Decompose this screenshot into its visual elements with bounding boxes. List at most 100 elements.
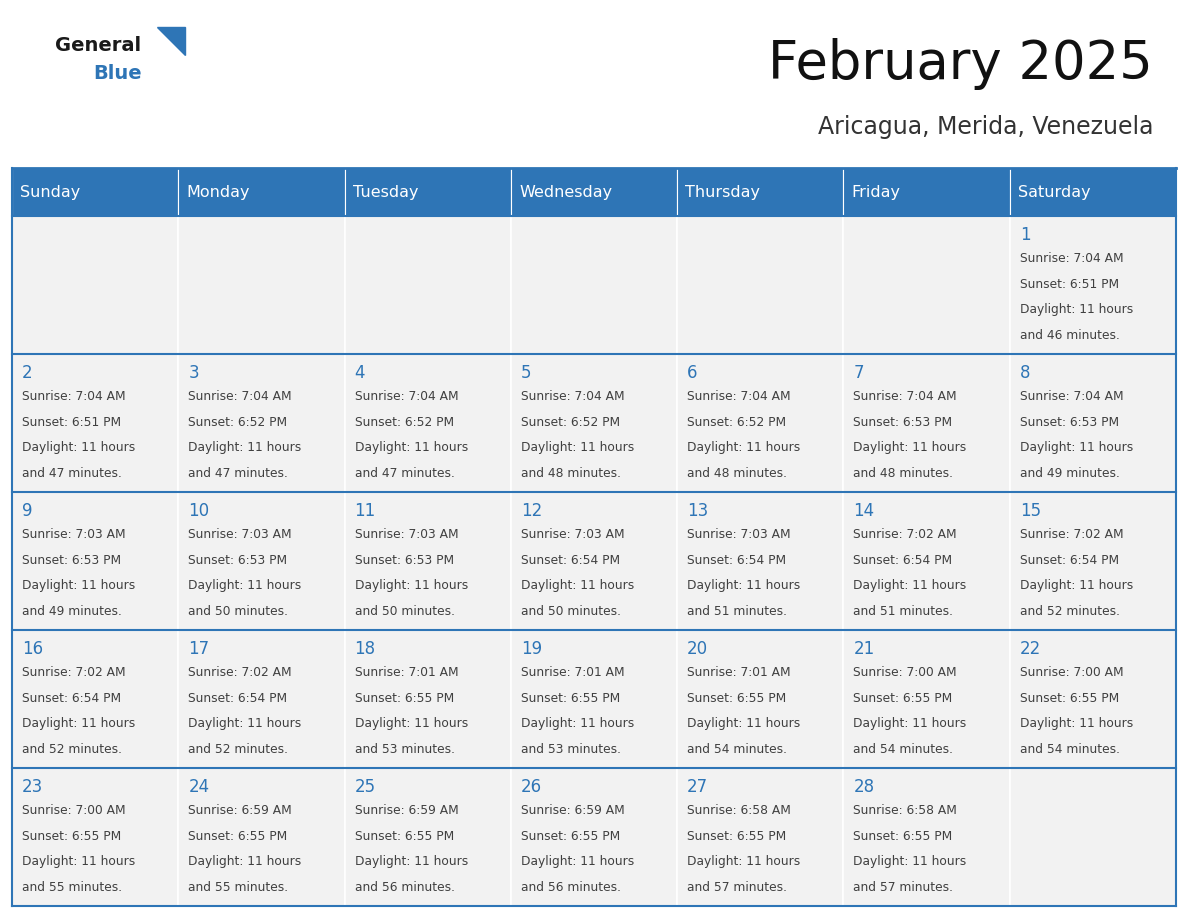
Text: Sunrise: 7:02 AM: Sunrise: 7:02 AM bbox=[188, 666, 292, 679]
Text: Daylight: 11 hours: Daylight: 11 hours bbox=[687, 717, 801, 730]
Text: and 52 minutes.: and 52 minutes. bbox=[188, 743, 289, 756]
Text: and 56 minutes.: and 56 minutes. bbox=[354, 880, 455, 893]
FancyBboxPatch shape bbox=[178, 768, 345, 906]
Text: 6: 6 bbox=[687, 364, 697, 382]
Text: 17: 17 bbox=[188, 640, 209, 658]
Text: Sunrise: 6:59 AM: Sunrise: 6:59 AM bbox=[520, 804, 625, 817]
Text: 10: 10 bbox=[188, 502, 209, 520]
FancyBboxPatch shape bbox=[677, 492, 843, 630]
Text: 25: 25 bbox=[354, 778, 375, 796]
Text: Sunrise: 7:03 AM: Sunrise: 7:03 AM bbox=[520, 528, 625, 541]
Text: Daylight: 11 hours: Daylight: 11 hours bbox=[23, 855, 135, 868]
Text: February 2025: February 2025 bbox=[769, 38, 1154, 90]
Text: Sunday: Sunday bbox=[20, 185, 81, 199]
Text: Sunrise: 7:04 AM: Sunrise: 7:04 AM bbox=[520, 390, 625, 403]
FancyBboxPatch shape bbox=[843, 168, 1010, 216]
FancyBboxPatch shape bbox=[345, 768, 511, 906]
Text: Sunrise: 7:01 AM: Sunrise: 7:01 AM bbox=[687, 666, 791, 679]
Text: Daylight: 11 hours: Daylight: 11 hours bbox=[687, 855, 801, 868]
Text: Sunrise: 7:03 AM: Sunrise: 7:03 AM bbox=[23, 528, 126, 541]
FancyBboxPatch shape bbox=[677, 768, 843, 906]
Text: Sunrise: 7:00 AM: Sunrise: 7:00 AM bbox=[1019, 666, 1124, 679]
Text: 4: 4 bbox=[354, 364, 365, 382]
Text: Daylight: 11 hours: Daylight: 11 hours bbox=[354, 441, 468, 454]
Text: Sunrise: 7:02 AM: Sunrise: 7:02 AM bbox=[23, 666, 126, 679]
Text: Daylight: 11 hours: Daylight: 11 hours bbox=[23, 717, 135, 730]
Text: Daylight: 11 hours: Daylight: 11 hours bbox=[520, 855, 634, 868]
Text: Daylight: 11 hours: Daylight: 11 hours bbox=[1019, 717, 1133, 730]
Text: and 49 minutes.: and 49 minutes. bbox=[1019, 466, 1119, 479]
Text: 21: 21 bbox=[853, 640, 874, 658]
Text: Daylight: 11 hours: Daylight: 11 hours bbox=[188, 441, 302, 454]
FancyBboxPatch shape bbox=[511, 354, 677, 492]
Text: and 50 minutes.: and 50 minutes. bbox=[188, 605, 289, 618]
FancyBboxPatch shape bbox=[677, 168, 843, 216]
FancyBboxPatch shape bbox=[178, 354, 345, 492]
FancyBboxPatch shape bbox=[843, 216, 1010, 354]
Text: 20: 20 bbox=[687, 640, 708, 658]
FancyBboxPatch shape bbox=[345, 168, 511, 216]
Text: Daylight: 11 hours: Daylight: 11 hours bbox=[853, 717, 967, 730]
Text: Sunset: 6:51 PM: Sunset: 6:51 PM bbox=[1019, 277, 1119, 290]
Text: and 47 minutes.: and 47 minutes. bbox=[23, 466, 122, 479]
Text: Daylight: 11 hours: Daylight: 11 hours bbox=[853, 441, 967, 454]
Text: Sunrise: 7:04 AM: Sunrise: 7:04 AM bbox=[188, 390, 292, 403]
FancyBboxPatch shape bbox=[1010, 216, 1176, 354]
Text: Sunset: 6:55 PM: Sunset: 6:55 PM bbox=[520, 830, 620, 843]
Text: Sunset: 6:53 PM: Sunset: 6:53 PM bbox=[354, 554, 454, 566]
Text: Tuesday: Tuesday bbox=[353, 185, 418, 199]
Text: Sunset: 6:53 PM: Sunset: 6:53 PM bbox=[23, 554, 121, 566]
Text: and 48 minutes.: and 48 minutes. bbox=[853, 466, 954, 479]
Text: 1: 1 bbox=[1019, 226, 1030, 244]
Text: and 55 minutes.: and 55 minutes. bbox=[188, 880, 289, 893]
Text: Sunset: 6:55 PM: Sunset: 6:55 PM bbox=[354, 830, 454, 843]
FancyBboxPatch shape bbox=[178, 168, 345, 216]
Text: Sunset: 6:52 PM: Sunset: 6:52 PM bbox=[188, 416, 287, 429]
Text: Daylight: 11 hours: Daylight: 11 hours bbox=[520, 717, 634, 730]
Text: Saturday: Saturday bbox=[1018, 185, 1091, 199]
Text: Sunrise: 6:59 AM: Sunrise: 6:59 AM bbox=[188, 804, 292, 817]
Text: Sunset: 6:55 PM: Sunset: 6:55 PM bbox=[687, 691, 786, 704]
Text: and 49 minutes.: and 49 minutes. bbox=[23, 605, 122, 618]
Text: Daylight: 11 hours: Daylight: 11 hours bbox=[188, 717, 302, 730]
Text: and 48 minutes.: and 48 minutes. bbox=[687, 466, 788, 479]
FancyBboxPatch shape bbox=[12, 216, 178, 354]
Text: Daylight: 11 hours: Daylight: 11 hours bbox=[520, 441, 634, 454]
Text: Blue: Blue bbox=[93, 64, 141, 83]
Text: Daylight: 11 hours: Daylight: 11 hours bbox=[1019, 441, 1133, 454]
Text: and 46 minutes.: and 46 minutes. bbox=[1019, 329, 1119, 341]
Text: Sunset: 6:55 PM: Sunset: 6:55 PM bbox=[23, 830, 121, 843]
FancyBboxPatch shape bbox=[345, 630, 511, 768]
FancyBboxPatch shape bbox=[12, 492, 178, 630]
FancyBboxPatch shape bbox=[843, 630, 1010, 768]
Text: Sunrise: 7:04 AM: Sunrise: 7:04 AM bbox=[687, 390, 791, 403]
Text: Friday: Friday bbox=[852, 185, 901, 199]
Text: Daylight: 11 hours: Daylight: 11 hours bbox=[354, 855, 468, 868]
Text: Daylight: 11 hours: Daylight: 11 hours bbox=[23, 579, 135, 592]
Text: and 53 minutes.: and 53 minutes. bbox=[520, 743, 621, 756]
Text: Sunset: 6:54 PM: Sunset: 6:54 PM bbox=[853, 554, 953, 566]
Text: and 57 minutes.: and 57 minutes. bbox=[687, 880, 788, 893]
Text: and 57 minutes.: and 57 minutes. bbox=[853, 880, 954, 893]
Text: Sunrise: 7:04 AM: Sunrise: 7:04 AM bbox=[853, 390, 958, 403]
Text: Daylight: 11 hours: Daylight: 11 hours bbox=[853, 855, 967, 868]
FancyBboxPatch shape bbox=[1010, 492, 1176, 630]
FancyBboxPatch shape bbox=[511, 492, 677, 630]
Text: 24: 24 bbox=[188, 778, 209, 796]
FancyBboxPatch shape bbox=[12, 768, 178, 906]
FancyBboxPatch shape bbox=[345, 354, 511, 492]
Text: Sunset: 6:54 PM: Sunset: 6:54 PM bbox=[23, 691, 121, 704]
Text: Sunrise: 6:58 AM: Sunrise: 6:58 AM bbox=[687, 804, 791, 817]
Text: 16: 16 bbox=[23, 640, 43, 658]
Text: Daylight: 11 hours: Daylight: 11 hours bbox=[853, 579, 967, 592]
Text: Sunset: 6:51 PM: Sunset: 6:51 PM bbox=[23, 416, 121, 429]
Text: and 50 minutes.: and 50 minutes. bbox=[354, 605, 455, 618]
Text: Sunset: 6:55 PM: Sunset: 6:55 PM bbox=[354, 691, 454, 704]
Text: 14: 14 bbox=[853, 502, 874, 520]
Text: Sunrise: 6:59 AM: Sunrise: 6:59 AM bbox=[354, 804, 459, 817]
Text: Sunset: 6:54 PM: Sunset: 6:54 PM bbox=[1019, 554, 1119, 566]
FancyBboxPatch shape bbox=[178, 216, 345, 354]
Text: Sunrise: 7:02 AM: Sunrise: 7:02 AM bbox=[853, 528, 958, 541]
Text: Thursday: Thursday bbox=[685, 185, 760, 199]
FancyBboxPatch shape bbox=[843, 354, 1010, 492]
